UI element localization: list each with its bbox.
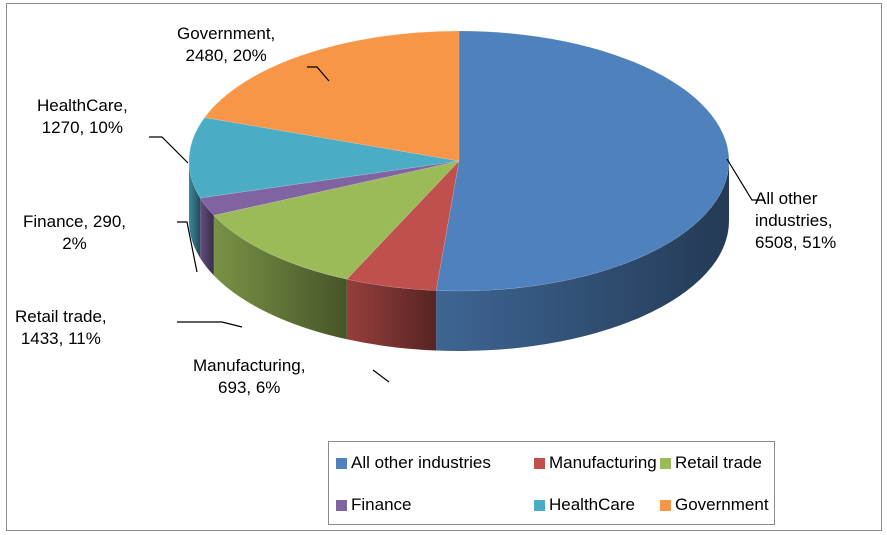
legend-swatch (660, 499, 671, 511)
legend-swatch (336, 457, 347, 469)
data-label-finance: Finance, 290, 2% (23, 211, 126, 255)
legend-label: Manufacturing (549, 453, 657, 472)
legend-label: Retail trade (675, 453, 762, 472)
data-label-government: Government, 2480, 20% (177, 23, 275, 67)
pie-side-retail-trade (213, 215, 347, 340)
pie-side-manufacturing (346, 279, 437, 351)
pie-side-healthcare (189, 161, 201, 258)
data-label-line: 1270, 10% (41, 118, 123, 137)
legend-swatch (660, 457, 671, 469)
data-label-line: 2% (62, 234, 87, 253)
legend-swatch (534, 499, 545, 511)
data-label-line: All other (755, 189, 818, 208)
leader-line-manufacturing (372, 369, 390, 383)
data-label-line: HealthCare, (37, 96, 128, 115)
data-label-line: 2480, 20% (185, 46, 267, 65)
leader-line-retail-trade (177, 321, 243, 328)
legend-label: Finance (351, 495, 412, 514)
pie-slice-finance (199, 160, 460, 216)
leader-line-healthcare (149, 136, 189, 164)
chart-frame: All other industries, 6508, 51% Manufacturi… (6, 3, 882, 531)
data-label-all-other-industries: All other industries, 6508, 51% (755, 188, 836, 254)
data-label-line: 693, 6% (218, 378, 281, 397)
data-label-line: industries, (755, 211, 833, 230)
legend-item-healthcare: HealthCare (534, 495, 660, 515)
pie-slice-manufacturing (346, 160, 460, 291)
legend-label: All other industries (351, 453, 491, 472)
leader-line-finance (177, 221, 198, 273)
data-label-line: 6508, 51% (755, 233, 837, 252)
data-label-manufacturing: Manufacturing, 693, 6% (193, 355, 305, 399)
pie-slice-government (204, 30, 460, 162)
legend-item-retail-trade: Retail trade (660, 453, 780, 473)
pie-sides (189, 161, 729, 351)
data-label-line: 1433, 11% (20, 329, 101, 348)
legend-item-all-other-industries: All other industries (336, 453, 534, 473)
legend: All other industries Manufacturing Retail … (328, 441, 775, 525)
legend-label: HealthCare (549, 495, 635, 514)
leader-lines (149, 66, 765, 383)
pie-slice-retail-trade (213, 160, 460, 280)
data-label-healthcare: HealthCare, 1270, 10% (37, 95, 128, 139)
pie-slice-all-other-industries (435, 30, 730, 292)
data-label-line: Government, (177, 24, 276, 43)
legend-item-finance: Finance (336, 495, 534, 515)
pie-chart (149, 30, 765, 383)
leader-line-all-other-industries (726, 158, 765, 201)
data-label-retail-trade: Retail trade, 1433, 11% (15, 306, 107, 350)
data-label-line: Retail trade, (15, 307, 107, 326)
legend-item-government: Government (660, 495, 780, 515)
legend-item-manufacturing: Manufacturing (534, 453, 660, 473)
data-label-line: Finance, 290, (23, 212, 127, 231)
leader-line-government (307, 66, 330, 82)
legend-label: Government (675, 495, 769, 514)
data-label-line: Manufacturing, (193, 356, 306, 375)
pie-side-finance (200, 197, 214, 276)
pie-side-all-other-industries (436, 161, 729, 351)
pie-tops (188, 30, 730, 292)
pie-slice-healthcare (188, 117, 460, 199)
legend-swatch (534, 457, 545, 469)
legend-swatch (336, 499, 347, 511)
